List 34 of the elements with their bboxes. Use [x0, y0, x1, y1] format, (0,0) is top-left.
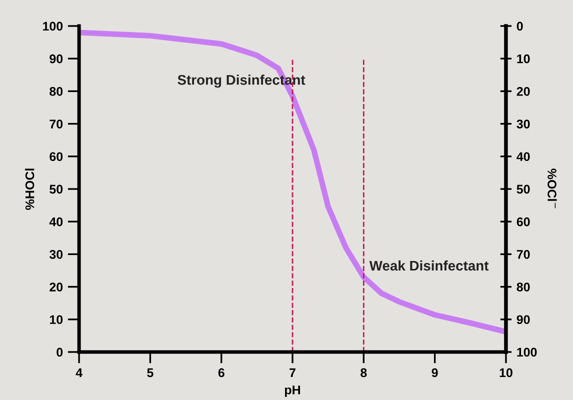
y-tick-label: 0 [56, 348, 63, 357]
x-tick-label: 4 [76, 368, 82, 378]
y-tick-label: 70 [50, 120, 63, 128]
y-tick-label: 40 [49, 217, 63, 226]
y-tick-label: 50 [50, 184, 63, 194]
y2-tick-label: 50 [516, 184, 530, 194]
y-axis-title: %HOCl [25, 168, 34, 210]
x-tick-label: 10 [500, 368, 512, 378]
x-axis-title: pH [285, 386, 300, 397]
y2-tick-label: 20 [516, 87, 530, 96]
y2-tick-label: 30 [516, 120, 530, 128]
y2-tick-label: 80 [516, 282, 530, 292]
y-tick-label: 60 [50, 152, 63, 162]
x-tick-label: 7 [290, 368, 296, 378]
y2-tick-label: 60 [516, 217, 530, 226]
y-tick-label: 10 [50, 315, 63, 324]
y2-axis-title: %OCl$^{−}$ [548, 168, 557, 208]
x-tick-label: 5 [147, 368, 154, 378]
y2-tick-label: 40 [516, 152, 530, 162]
annotation: Weak Disinfectant [369, 260, 489, 271]
x-tick-label: 6 [218, 368, 224, 378]
x-tick-label: 9 [432, 368, 438, 378]
y-tick-label: 90 [50, 54, 63, 64]
y2-tick-label: 90 [516, 315, 530, 324]
x-tick-label: 8 [360, 368, 367, 378]
y-tick-label: 20 [50, 282, 63, 292]
y2-tick-label: 70 [516, 250, 530, 259]
y2-tick-label: 0 [516, 22, 523, 31]
y2-tick-label: 100 [517, 348, 537, 357]
annotation: Strong Disinfectant [178, 74, 306, 88]
y-tick-label: 80 [50, 87, 63, 96]
y2-tick-label: 10 [517, 54, 530, 64]
y-tick-label: 100 [43, 22, 63, 31]
y-tick-label: 30 [49, 250, 63, 259]
